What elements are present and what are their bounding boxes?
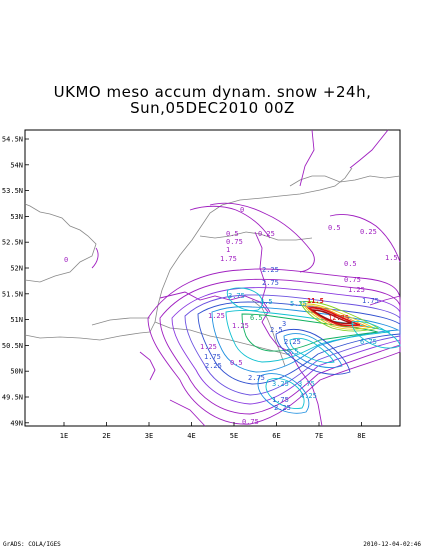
lat-tick-label: 51N (10, 316, 23, 324)
lat-tick-label: 50N (10, 368, 23, 376)
contour-label: 2.25 (205, 362, 222, 370)
contour-label: 0.5 (344, 260, 357, 268)
contour-label: 2.75 (248, 374, 265, 382)
lon-tick-label: 6E (272, 432, 280, 440)
lat-tick-label: 53.5N (2, 187, 23, 195)
contour-label: 1.75 (272, 396, 289, 404)
timestamp: 2010-12-04-02:46 (363, 541, 421, 548)
contour-label: 0 (64, 256, 68, 264)
contour-label: 3.5 (286, 348, 299, 356)
contour-label: 6.75 (360, 338, 377, 346)
contour-label: 3.75 (298, 380, 315, 388)
contour-label: 6.5 (250, 314, 263, 322)
plot-frame (24, 129, 401, 427)
title-line-2: Sun,05DEC2010 00Z (130, 99, 295, 117)
contour-label: 1.25 (208, 312, 225, 320)
contour-label: 3.25 (272, 380, 289, 388)
contour-label: 0.25 (258, 230, 275, 238)
contour-label: 1 (226, 246, 230, 254)
contour-label: 12.75 (328, 314, 349, 322)
contour-label: 0.5 (230, 359, 243, 367)
contour-label: 1.25 (348, 286, 365, 294)
contour-label: 2.5 (270, 326, 283, 334)
contour-label: 3 (282, 320, 286, 328)
contour-label: 2.25 (262, 266, 279, 274)
contour-label: 2.25 (284, 338, 301, 346)
coastlines (24, 167, 401, 367)
contour-label: 4.25 (300, 392, 317, 400)
lon-tick-label: 5E (230, 432, 238, 440)
contour-label: 4.5 (260, 298, 273, 306)
contour-label: 0.75 (226, 238, 243, 246)
contour-label: 1.25 (200, 343, 217, 351)
contour-label: 1.25 (232, 322, 249, 330)
lat-tick-label: 49.5N (2, 394, 23, 402)
contour-label: 0.5 (328, 224, 341, 232)
lon-tick-label: 1E (60, 432, 68, 440)
contour-label: 3.75 (228, 292, 245, 300)
contour-label: 0.5 (226, 230, 239, 238)
grads-credit: GrADS: COLA/IGES (3, 541, 61, 548)
lat-tick-label: 52N (10, 265, 23, 273)
contour-label: 2.25 (274, 404, 291, 412)
lon-tick-label: 7E (315, 432, 323, 440)
contour-label: 5.25 (290, 300, 307, 308)
latitude-axis: 54.5N 54N 53.5N 53N 52.5N 52N 51.5N 51N 50.5N 50N… (2, 136, 29, 427)
lon-tick-label: 8E (357, 432, 365, 440)
borders (139, 129, 401, 427)
lon-tick-label: 2E (102, 432, 110, 440)
lat-tick-label: 54N (10, 161, 23, 169)
lon-tick-label: 4E (187, 432, 195, 440)
snow-contours (91, 202, 401, 425)
contour-label: 0 (240, 206, 244, 214)
lat-tick-label: 51.5N (2, 290, 23, 298)
contour-label: 0.75 (242, 418, 259, 426)
map-title: UKMO meso accum dynam. snow +24h, Sun,05… (0, 84, 425, 116)
longitude-axis: 1E 2E 3E 4E 5E 6E 7E 8E (60, 422, 366, 440)
lat-tick-label: 52.5N (2, 239, 23, 247)
lat-tick-label: 53N (10, 213, 23, 221)
contour-label: 0.75 (344, 276, 361, 284)
lon-tick-label: 3E (145, 432, 153, 440)
lat-tick-label: 49N (10, 419, 23, 427)
contour-label: 1.5 (385, 254, 398, 262)
lat-tick-label: 54.5N (2, 136, 23, 144)
contour-label: 1.75 (204, 353, 221, 361)
contour-label: 0.25 (360, 228, 377, 236)
contour-label: 2.75 (262, 279, 279, 287)
contour-labels: 0 0 0.25 0.5 0.25 0.5 0.75 1 1.75 2.25 2… (64, 206, 398, 426)
contour-label: 1.75 (220, 255, 237, 263)
contour-label: 1.75 (362, 297, 379, 305)
title-line-1: UKMO meso accum dynam. snow +24h, (53, 83, 372, 101)
contour-label: 11.5 (307, 297, 324, 305)
lat-tick-label: 50.5N (2, 342, 23, 350)
